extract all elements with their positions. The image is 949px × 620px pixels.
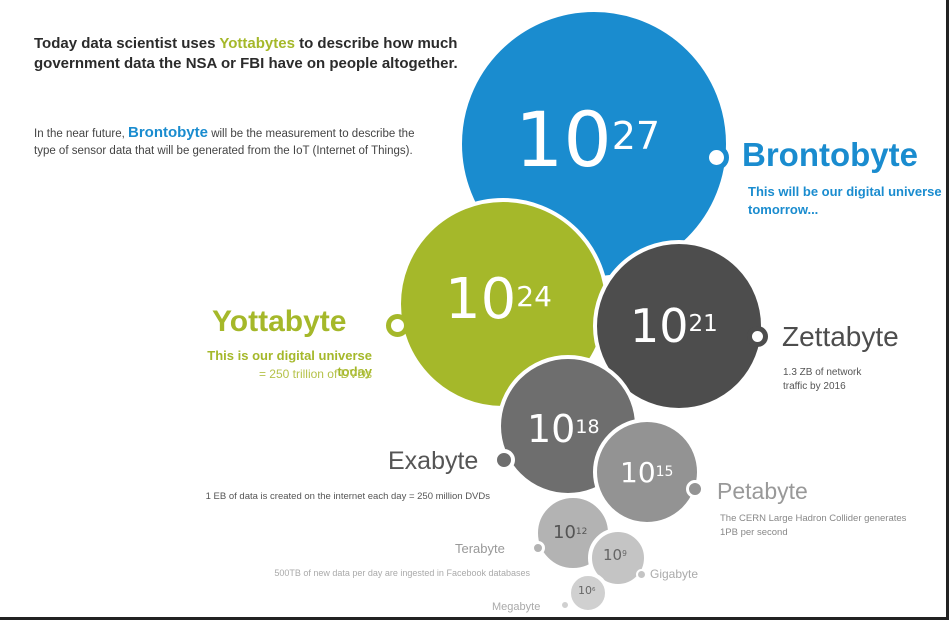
power-exponent: 18 [575,416,600,439]
brontobyte-connector-dot [704,145,729,170]
yottabyte-label: Yottabyte [212,305,347,338]
power-base: 10 [527,407,576,451]
petabyte-circle [593,418,701,526]
zettabyte-power: 1021 [630,297,718,355]
power-base: 10 [515,95,612,184]
gigabyte-label: Gigabyte [650,567,699,581]
zettabyte-connector-dot [747,326,768,347]
brontobyte-description: This will be our digital universe tomorr… [748,184,942,217]
power-base: 10 [603,546,623,564]
power-base: 10 [630,299,689,353]
brontobyte-label: Brontobyte [742,136,918,173]
exabyte-power: 1018 [527,405,600,453]
yottabyte-description-2: = 250 trillion of DVDs [258,367,372,381]
megabyte-power: 106 [578,584,596,598]
terabyte-description: 500TB of new data per day are ingested i… [274,568,530,578]
megabyte-circle [567,572,609,614]
intro-highlight-brontobyte: Brontobyte [127,124,208,141]
exabyte-label: Exabyte [388,447,479,475]
zettabyte-label: Zettabyte [782,321,899,352]
power-exponent: 27 [611,114,661,159]
power-base: 10 [445,267,517,332]
intro-paragraph-1: Today data scientist uses Yottabytes to … [34,34,474,74]
intro-text: In the near future, [34,128,128,140]
intro-paragraph-2: In the near future, Brontobyte will be t… [34,124,434,160]
power-base: 10 [553,522,576,543]
power-exponent: 15 [655,463,674,480]
megabyte-connector-dot [560,600,570,610]
intro-text: Today data scientist uses [34,35,220,52]
power-exponent: 21 [688,310,718,337]
terabyte-power: 1012 [553,521,587,545]
gigabyte-connector-dot [636,569,647,580]
petabyte-description: The CERN Large Hadron Collider generates… [720,513,907,538]
power-exponent: 24 [516,280,552,314]
yottabyte-power: 1024 [445,265,552,335]
power-base: 10 [578,584,592,597]
petabyte-label: Petabyte [717,478,808,504]
power-exponent: 6 [592,587,596,594]
terabyte-label: Terabyte [455,541,505,556]
intro-text: to describe how much government data the… [34,35,458,72]
megabyte-label: Megabyte [492,601,541,613]
petabyte-connector-dot [686,480,704,498]
yottabyte-description: This is our digital universe today [207,348,372,379]
power-base: 10 [620,456,656,489]
zettabyte-description: 1.3 ZB of network traffic by 2016 [783,367,862,392]
terabyte-connector-dot [531,541,545,555]
power-exponent: 12 [575,527,588,538]
brontobyte-circle [458,8,730,280]
exabyte-circle [497,355,639,497]
intro-text: will be the measurement to describe the … [34,128,415,157]
petabyte-power: 1015 [620,455,673,491]
power-exponent: 9 [622,549,627,559]
exabyte-description: 1 EB of data is created on the internet … [205,491,490,502]
yottabyte-connector-dot [386,314,409,337]
brontobyte-power: 1027 [515,95,660,185]
intro-highlight-yottabytes: Yottabytes [219,35,295,52]
exabyte-connector-dot [493,449,515,471]
gigabyte-power: 109 [603,545,627,565]
